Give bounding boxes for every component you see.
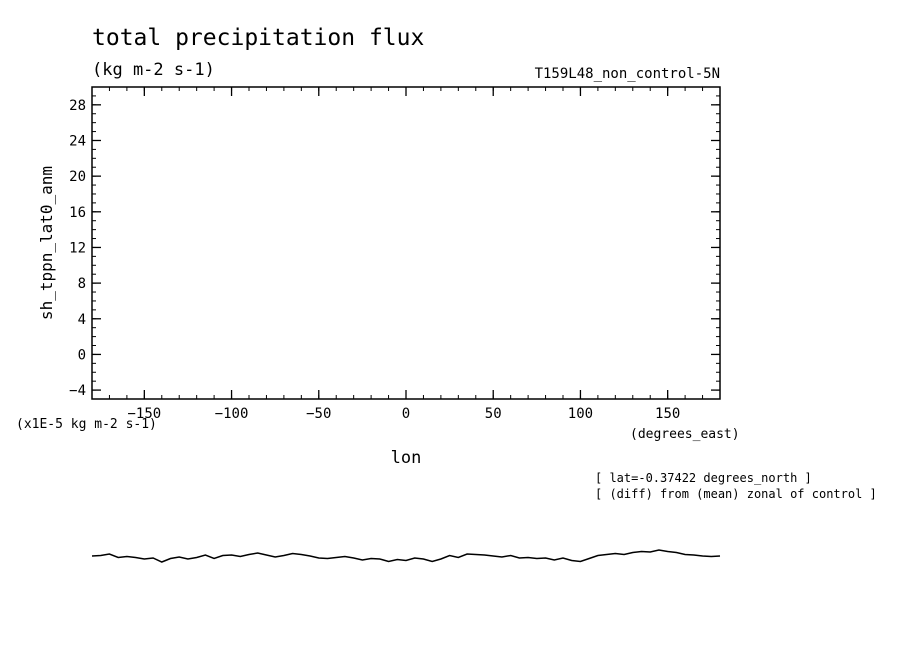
y-scale-label: (x1E-5 kg m-2 s-1) [16, 417, 157, 432]
run-label: T159L48_non_control-5N [535, 66, 720, 82]
x-tick-label: −50 [306, 406, 331, 422]
x-tick-label: −150 [127, 406, 161, 422]
y-tick-label: 16 [69, 205, 86, 221]
x-tick-label: 0 [402, 406, 410, 422]
series-line [91, 549, 721, 563]
y-tick-label: 0 [78, 347, 86, 363]
y-axis-tick-labels: −4 0 4 8 12 16 20 24 28 [69, 98, 86, 399]
x-axis-label: lon [391, 448, 422, 468]
y-tick-label: 24 [69, 133, 86, 149]
y-tick-label: −4 [69, 383, 86, 399]
x-tick-label: −100 [215, 406, 249, 422]
annotation-latitude: [ lat=-0.37422 degrees_north ] [595, 471, 812, 485]
annotation-diff: [ (diff) from (mean) zonal of control ] [595, 487, 877, 501]
chart-units: (kg m-2 s-1) [92, 60, 215, 80]
y-tick-label: 20 [69, 169, 86, 185]
plot-frame [91, 86, 721, 400]
y-tick-label: 28 [69, 98, 86, 114]
x-tick-label: 100 [568, 406, 593, 422]
x-units-label: (degrees_east) [630, 427, 740, 442]
y-tick-label: 12 [69, 240, 86, 256]
chart-title: total precipitation flux [92, 25, 424, 51]
y-tick-label: 8 [78, 276, 86, 292]
x-tick-label: 50 [485, 406, 502, 422]
x-tick-label: 150 [655, 406, 680, 422]
y-axis-label: sh_tppn_lat0_anm [37, 166, 56, 320]
x-axis-tick-labels: −150 −100 −50 0 50 100 150 [127, 406, 680, 422]
x-axis-ticks [91, 87, 721, 399]
y-axis-ticks [92, 86, 720, 400]
y-tick-label: 4 [78, 312, 86, 328]
